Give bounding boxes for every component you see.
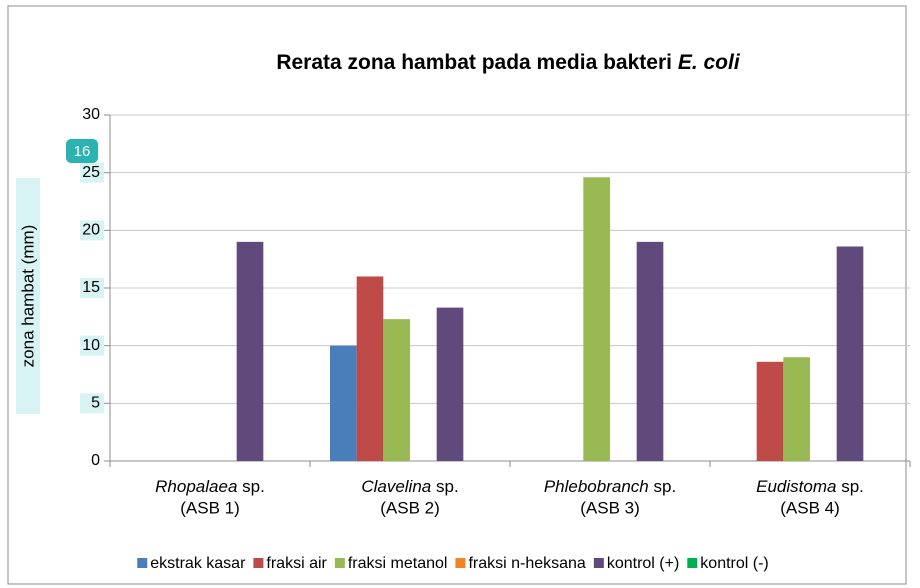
legend-label: ekstrak kasar (150, 555, 246, 572)
category-name: Eudistoma (756, 477, 836, 496)
x-tick-label: Eudistoma sp. (756, 477, 864, 496)
tick-highlight (80, 278, 104, 298)
legend-swatch (455, 558, 466, 568)
x-tick-label-code: (ASB 2) (380, 498, 440, 517)
legend: ekstrak kasar fraksi air fraksi metanol fra… (137, 555, 769, 572)
chart-border (7, 5, 907, 585)
legend-label: kontrol (-) (700, 555, 768, 572)
y-tick-label: 30 (82, 106, 100, 123)
legend-swatch (253, 558, 264, 568)
legend-label: kontrol (+) (607, 555, 679, 572)
x-tick-label: Phlebobranch sp. (544, 477, 676, 496)
x-tick-label-code: (ASB 4) (780, 498, 840, 517)
legend-label: fraksi metanol (348, 555, 448, 572)
category-name: Rhopalaea (155, 477, 237, 496)
y-label-highlight (16, 178, 40, 414)
y-tick-label: 15 (82, 279, 100, 296)
tick-highlight (80, 220, 104, 241)
category-suffix: sp. (841, 477, 864, 496)
category-suffix: sp. (653, 477, 676, 496)
legend-swatch (137, 558, 148, 568)
category-name: Clavelina (361, 477, 431, 496)
bar (583, 177, 610, 461)
tick-highlight (80, 335, 104, 356)
bar (836, 246, 864, 461)
bar (756, 361, 784, 461)
category-suffix: sp. (242, 477, 265, 496)
chart-title: Rerata zona hambat pada media bakteri E.… (276, 51, 741, 74)
bar (330, 345, 357, 461)
legend-swatch (334, 558, 345, 568)
x-tick-label: Clavelina sp. (361, 477, 458, 496)
bar (636, 241, 664, 461)
annotation-badge: 16 (66, 139, 98, 163)
badge-bg (66, 139, 98, 163)
bar (783, 357, 810, 461)
title-text: Rerata zona hambat pada media bakteri (276, 51, 672, 74)
y-tick-label: 5 (91, 395, 100, 412)
y-tick-label: 20 (82, 222, 100, 239)
y-tick-label: 10 (82, 337, 100, 354)
y-tick-label: 25 (82, 164, 100, 181)
bar (356, 276, 384, 461)
x-tick-label: Rhopalaea sp. (155, 477, 265, 496)
legend-swatch (593, 558, 604, 568)
category-name: Phlebobranch (544, 477, 649, 496)
badge-text: 16 (74, 143, 91, 160)
y-tick-label: 0 (91, 452, 100, 469)
y-axis-label: zona hambat (mm) (18, 225, 37, 368)
legend-label: fraksi air (266, 555, 327, 572)
bar (236, 241, 264, 461)
tick-highlight (80, 162, 104, 183)
x-tick-label-code: (ASB 1) (180, 498, 240, 517)
tick-highlight (80, 393, 104, 414)
bar (383, 319, 410, 461)
legend-label: fraksi n-heksana (468, 555, 585, 572)
category-suffix: sp. (436, 477, 459, 496)
legend-swatch (687, 558, 698, 568)
bar (436, 307, 464, 461)
x-tick-label-code: (ASB 3) (580, 498, 640, 517)
title-italic: E. coli (678, 51, 741, 74)
